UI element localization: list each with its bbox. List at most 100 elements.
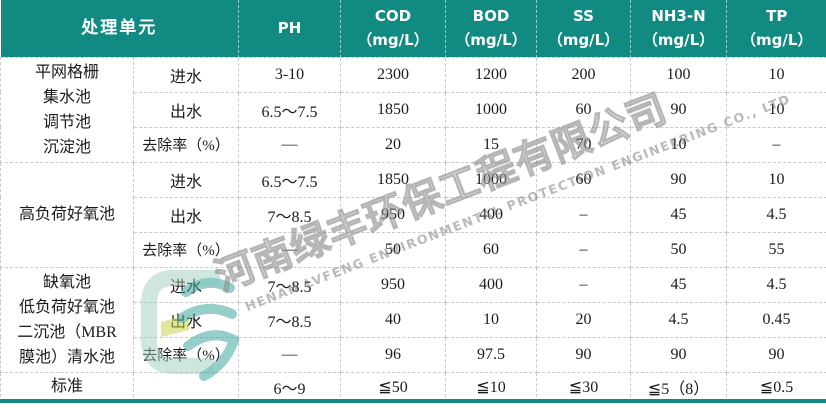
table-cell: 45 — [630, 266, 727, 303]
table-cell: — — [238, 126, 341, 163]
table-cell: 200 — [536, 56, 631, 93]
table-cell: 7～8.5 — [238, 266, 341, 303]
table-cell: 950 — [340, 266, 446, 303]
table-cell: 90 — [726, 336, 826, 373]
header-tp-name: TP — [766, 7, 788, 26]
row-label: 进水 — [133, 56, 239, 93]
header-ss-unit: （mg/L） — [547, 31, 620, 50]
header-tp-unit: （mg/L） — [741, 31, 813, 50]
table-cell: 3-10 — [238, 56, 341, 93]
table-row: 缺氧池 低负荷好氧池 二沉池（MBR 膜池）清水池 进水 7～8.5 950 4… — [0, 266, 826, 373]
group-name-line: 二沉池（MBR — [17, 323, 117, 341]
row-label: 去除率（%） — [133, 336, 239, 373]
table-cell: 2300 — [340, 56, 446, 93]
table-header: 处理单元 PH COD （mg/L） BOD （mg/L） SS （mg/L） — [0, 0, 826, 57]
standard-row: 标准 6～9 ≦50 ≦10 ≦30 ≦5（8） ≦0.5 — [0, 371, 826, 402]
table-cell: 90 — [630, 336, 727, 373]
table-row: 出水 6.5～7.5 1850 1000 60 90 10 — [1, 91, 826, 128]
table-cell: 0.45 — [726, 301, 826, 338]
header-ss: SS （mg/L） — [536, 0, 631, 57]
table-cell: 50 — [630, 231, 727, 268]
table-cell: 7～8.5 — [238, 301, 341, 338]
row-label: 出水 — [133, 91, 239, 128]
table-cell: 70 — [536, 126, 631, 163]
table-cell: 4.5 — [726, 196, 826, 233]
table-cell: 1000 — [445, 161, 537, 198]
table-body: 平网格栅 集水池 调节池 沉淀池 进水 3-10 2300 1200 200 1… — [0, 56, 826, 402]
table-cell: – — [536, 231, 631, 268]
header-nh3n: NH3-N （mg/L） — [630, 0, 727, 57]
table-cell: 10 — [726, 56, 826, 93]
group-name-line: 膜池）清水池 — [18, 348, 115, 366]
group-name: 高负荷好氧池 — [0, 161, 134, 268]
header-bod-name: BOD — [472, 7, 510, 26]
standard-label: 标准 — [0, 371, 134, 402]
table-cell: – — [536, 266, 631, 303]
group-name-line: 调节池 — [42, 113, 91, 131]
row-label: 进水 — [133, 161, 239, 198]
table-cell: 400 — [445, 196, 537, 233]
table-cell: 6.5～7.5 — [238, 91, 341, 128]
table-cell: 10 — [726, 91, 826, 128]
table-cell: ≦30 — [536, 371, 631, 402]
header-bod: BOD （mg/L） — [445, 0, 537, 57]
table-cell: 6.5～7.5 — [238, 161, 341, 198]
group-name: 缺氧池 低负荷好氧池 二沉池（MBR 膜池）清水池 — [0, 266, 134, 373]
table-cell: 10 — [726, 161, 826, 198]
table-cell: 96 — [340, 336, 446, 373]
row-label: 出水 — [133, 301, 239, 338]
group-name-line: 低负荷好氧池 — [18, 298, 115, 316]
header-bod-unit: （mg/L） — [455, 31, 527, 50]
table-cell: 1850 — [340, 91, 446, 128]
table-cell: ≦10 — [445, 371, 537, 402]
table-row: 平网格栅 集水池 调节池 沉淀池 进水 3-10 2300 1200 200 1… — [0, 56, 826, 163]
group-name-line: 集水池 — [42, 88, 91, 106]
header-cod-name: COD — [374, 7, 412, 26]
table-cell: 400 — [445, 266, 537, 303]
table-cell: ≦0.5 — [726, 371, 826, 402]
table-row: 高负荷好氧池 进水 6.5～7.5 1850 1000 60 90 10 — [0, 161, 826, 268]
table-cell: 7～8.5 — [238, 196, 341, 233]
table-cell: 15 — [445, 126, 537, 163]
table-cell: – — [726, 126, 826, 163]
table-cell: 97.5 — [445, 336, 537, 373]
table-cell: 60 — [536, 161, 631, 198]
table-cell: 4.5 — [630, 301, 727, 338]
header-cod: COD （mg/L） — [340, 0, 446, 57]
group-name-line: 平网格栅 — [34, 63, 99, 81]
table-cell: 40 — [340, 301, 446, 338]
table-cell: 1850 — [340, 161, 446, 198]
header-ss-name: SS — [573, 7, 594, 26]
header-nh3n-unit: （mg/L） — [642, 31, 715, 50]
table-cell: 6～9 — [238, 371, 341, 402]
table-cell: ≦50 — [340, 371, 446, 402]
table-cell: 50 — [340, 231, 446, 268]
group-name-line: 沉淀池 — [42, 138, 91, 156]
table-cell: 55 — [726, 231, 826, 268]
row-label: 去除率（%） — [133, 126, 239, 163]
table-row: 去除率（%） — 96 97.5 90 90 90 — [1, 336, 826, 373]
table-cell: 90 — [630, 91, 727, 128]
table-cell: 4.5 — [726, 266, 826, 303]
table-row: 去除率（%） — 20 15 70 10 – — [1, 126, 826, 163]
table-cell: 20 — [536, 301, 631, 338]
table-cell: ≦5（8） — [630, 371, 727, 402]
table-cell: 60 — [445, 231, 537, 268]
table-cell: – — [536, 196, 631, 233]
table-cell: 950 — [340, 196, 446, 233]
header-nh3n-name: NH3-N — [651, 7, 706, 26]
table-cell: 60 — [536, 91, 631, 128]
group-name-line: 高负荷好氧池 — [18, 206, 115, 223]
header-treatment-unit: 处理单元 — [0, 0, 239, 57]
accent-bottom-line — [0, 399, 826, 403]
header-row: 处理单元 PH COD （mg/L） BOD （mg/L） SS （mg/L） — [0, 0, 826, 57]
table-cell: — — [238, 231, 341, 268]
table-cell: 10 — [630, 126, 727, 163]
row-label: 进水 — [133, 266, 239, 303]
header-ph: PH — [238, 0, 341, 57]
group-name: 平网格栅 集水池 调节池 沉淀池 — [0, 56, 134, 163]
table-cell: 45 — [630, 196, 727, 233]
row-label: 出水 — [133, 196, 239, 233]
